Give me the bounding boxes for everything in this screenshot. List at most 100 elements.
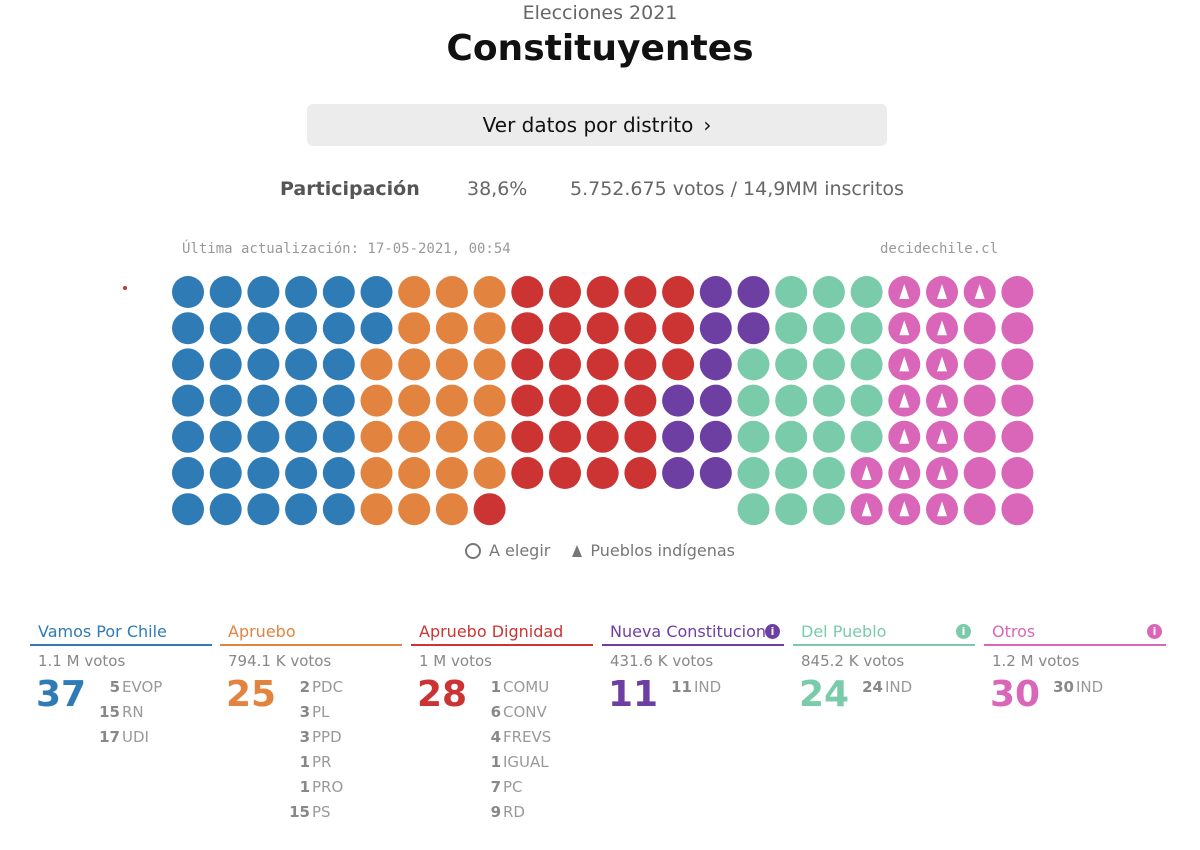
coalition-card: Apruebo 794.1 K votos 25 2 PDC 3 PL 3 PPD 1 PR 1 PRO… bbox=[220, 600, 402, 834]
indigenous-seat-marker bbox=[899, 465, 910, 480]
district-data-button[interactable]: Ver datos por distrito › bbox=[307, 104, 887, 146]
seat-vamos-por-chile bbox=[360, 312, 393, 345]
seat-del-pueblo bbox=[775, 348, 808, 381]
seat-vamos-por-chile bbox=[285, 276, 318, 308]
party-seats: 11 bbox=[671, 678, 692, 696]
coalition-header: Vamos Por Chile bbox=[30, 600, 212, 646]
indigenous-seat-marker bbox=[861, 501, 872, 517]
seat-apruebo bbox=[435, 276, 468, 308]
seat-apruebo-dignidad bbox=[586, 420, 619, 453]
coalition-seat-total: 25 bbox=[226, 674, 277, 715]
coalition-votes: 845.2 K votos bbox=[801, 652, 905, 670]
seat-vamos-por-chile bbox=[247, 276, 280, 308]
coalition-name: Del Pueblo bbox=[801, 622, 887, 641]
coalition-breakdown: 30 30 IND bbox=[984, 674, 1166, 834]
seat-vamos-por-chile bbox=[285, 493, 318, 526]
seat-del-pueblo bbox=[812, 348, 845, 381]
party-row: 4 FREVS bbox=[475, 728, 552, 753]
seat-del-pueblo bbox=[775, 457, 808, 489]
party-list: 30 IND bbox=[1048, 678, 1103, 703]
seat-vamos-por-chile bbox=[209, 312, 242, 345]
seat-otros bbox=[963, 457, 996, 489]
district-button-label: Ver datos por distrito bbox=[482, 113, 694, 137]
party-row: 9 RD bbox=[475, 803, 551, 828]
seat-apruebo bbox=[473, 348, 506, 381]
coalition-seat-total: 37 bbox=[36, 674, 87, 715]
party-name: PR bbox=[312, 753, 332, 771]
coalition-breakdown: 11 11 IND bbox=[602, 674, 784, 834]
seat-otros bbox=[963, 420, 996, 453]
seat-otros bbox=[1001, 384, 1034, 417]
seat-apruebo bbox=[398, 312, 431, 345]
seat-del-pueblo bbox=[737, 348, 770, 381]
seat-del-pueblo bbox=[812, 312, 845, 345]
seat-apruebo bbox=[360, 348, 393, 381]
indigenous-seat-marker bbox=[937, 465, 947, 480]
info-icon[interactable]: i bbox=[1147, 624, 1162, 639]
party-seats: 24 bbox=[862, 678, 883, 696]
party-list: 5 EVOP 15 RN 17 UDI bbox=[94, 678, 162, 753]
party-list: 11 IND bbox=[666, 678, 721, 703]
legend-pending: A elegir bbox=[465, 541, 550, 560]
seat-vamos-por-chile bbox=[322, 276, 355, 308]
source-label: decidechile.cl bbox=[880, 241, 999, 257]
party-seats: 1 bbox=[490, 678, 501, 696]
coalition-name: Otros bbox=[992, 622, 1036, 641]
seat-nueva-constitucion bbox=[737, 276, 770, 308]
legend-pending-label: A elegir bbox=[489, 541, 551, 560]
seat-apruebo bbox=[473, 276, 506, 308]
party-seats: 3 bbox=[299, 728, 310, 746]
party-name: PPD bbox=[312, 728, 342, 746]
seat-del-pueblo bbox=[775, 420, 808, 453]
seat-vamos-por-chile bbox=[285, 348, 318, 381]
seat-del-pueblo bbox=[775, 312, 808, 345]
party-row: 15 RN bbox=[94, 703, 162, 728]
seat-apruebo-dignidad bbox=[586, 348, 619, 381]
seat-otros bbox=[963, 312, 996, 345]
seat-del-pueblo bbox=[775, 276, 808, 308]
party-name: RN bbox=[122, 703, 144, 721]
circle-outline-icon bbox=[465, 542, 481, 559]
seat-del-pueblo bbox=[850, 384, 883, 417]
seat-apruebo-dignidad bbox=[586, 276, 619, 308]
party-name: PC bbox=[503, 778, 523, 796]
info-icon[interactable]: i bbox=[765, 624, 780, 639]
party-row: 15 PS bbox=[284, 803, 343, 828]
seat-vamos-por-chile bbox=[247, 384, 280, 417]
party-name: CONV bbox=[503, 703, 547, 721]
coalition-votes: 1.1 M votos bbox=[38, 652, 126, 670]
party-seats: 15 bbox=[99, 703, 120, 721]
party-name: IGUAL bbox=[503, 753, 549, 771]
seat-vamos-por-chile bbox=[247, 348, 280, 381]
coalition-seat-total: 11 bbox=[608, 674, 659, 715]
seat-otros bbox=[1001, 276, 1034, 308]
indigenous-seat-marker bbox=[899, 501, 910, 517]
seat-apruebo bbox=[473, 457, 506, 489]
seat-nueva-constitucion bbox=[699, 348, 732, 381]
coalition-card: Nueva Constitucion i 431.6 K votos 11 11 IND bbox=[602, 600, 784, 834]
indigenous-seat-marker bbox=[937, 284, 947, 299]
seat-apruebo-dignidad bbox=[624, 420, 657, 453]
party-list: 24 IND bbox=[857, 678, 912, 703]
participation-label: Participación bbox=[280, 178, 420, 200]
party-seats: 1 bbox=[490, 753, 501, 771]
info-icon[interactable]: i bbox=[956, 624, 971, 639]
coalition-name: Apruebo bbox=[228, 622, 296, 641]
election-subtitle: Elecciones 2021 bbox=[522, 2, 678, 24]
party-seats: 2 bbox=[299, 678, 310, 696]
seat-vamos-por-chile bbox=[322, 312, 355, 345]
seat-apruebo bbox=[360, 493, 393, 526]
seat-apruebo bbox=[435, 384, 468, 417]
seat-vamos-por-chile bbox=[322, 493, 355, 526]
seat-vamos-por-chile bbox=[322, 348, 355, 381]
seat-otros bbox=[963, 493, 996, 526]
legend-indigenous-label: Pueblos indígenas bbox=[590, 541, 735, 560]
party-row: 30 IND bbox=[1048, 678, 1103, 703]
seat-vamos-por-chile bbox=[209, 276, 242, 308]
party-name: COMU bbox=[503, 678, 550, 696]
seat-del-pueblo bbox=[737, 384, 770, 417]
seat-vamos-por-chile bbox=[247, 493, 280, 526]
party-seats: 17 bbox=[99, 728, 120, 746]
seat-vamos-por-chile bbox=[247, 457, 280, 489]
seat-apruebo bbox=[435, 348, 468, 381]
